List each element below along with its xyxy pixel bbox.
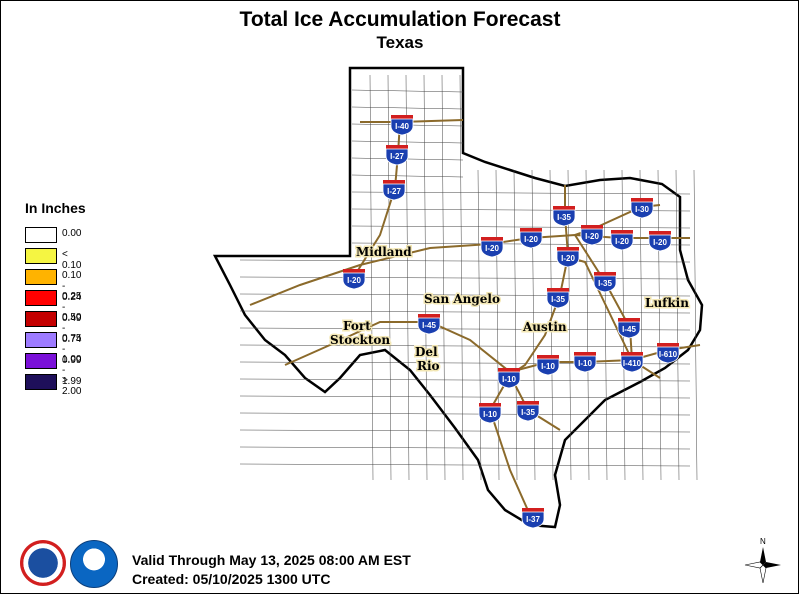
interstate-shield-icon: I-30 (630, 198, 654, 219)
legend-label: 0.10 - 0.24 (62, 270, 82, 303)
interstate-shield-icon: I-10 (478, 403, 502, 424)
interstate-shield-icon: I-45 (417, 314, 441, 335)
interstate-shield-icon: I-610 (656, 343, 680, 364)
interstate-label: I-35 (598, 279, 612, 288)
created-text: Created: 05/10/2025 1300 UTC (132, 571, 331, 587)
noaa-logo (70, 540, 118, 588)
interstate-shield-icon: I-45 (617, 318, 641, 339)
interstate-shield-icon: I-10 (497, 368, 521, 389)
interstate-shield-icon: I-20 (580, 225, 604, 246)
map-subtitle: Texas (376, 33, 424, 52)
interstate-label: I-45 (622, 325, 636, 334)
interstate-shield-icon: I-35 (546, 288, 570, 309)
nws-logo (20, 540, 66, 586)
interstate-label: I-35 (557, 213, 571, 222)
legend-label: 0.25 - 0.49 (62, 291, 82, 324)
interstate-shield-icon: I-20 (556, 247, 580, 268)
interstate-label: I-10 (502, 375, 516, 384)
interstate-label: I-10 (483, 410, 497, 419)
interstate-label: I-45 (422, 321, 436, 330)
interstate-label: I-10 (541, 362, 555, 371)
city-san-angelo: San Angelo (424, 292, 500, 306)
legend-label: 1.00 - 1.99 (62, 354, 82, 387)
interstate-label: I-20 (524, 235, 538, 244)
interstate-label: I-37 (526, 515, 540, 524)
north-label: N (760, 537, 766, 546)
legend-swatch (25, 290, 57, 306)
interstate-label: I-20 (653, 238, 667, 247)
legend-swatch (25, 311, 57, 327)
legend-label: > 2.00 (62, 375, 82, 397)
interstate-label: I-10 (578, 359, 592, 368)
interstate-label: I-20 (561, 254, 575, 263)
city-del-rio-line2: Rio (417, 359, 440, 373)
legend-label: 0.00 (62, 228, 82, 239)
interstate-shield-icon: I-35 (516, 401, 540, 422)
interstate-shield-icon: I-37 (521, 508, 545, 529)
interstate-shield-icon: I-27 (382, 180, 406, 201)
interstate-shield-icon: I-10 (536, 355, 560, 376)
interstate-label: I-20 (585, 232, 599, 241)
legend-label: 0.75 - 0.99 (62, 333, 82, 366)
interstate-shield-icon: I-20 (480, 237, 504, 258)
interstate-shield-icon: I-20 (610, 230, 634, 251)
interstate-label: I-35 (521, 408, 535, 417)
legend-swatch (25, 227, 57, 243)
interstate-label: I-610 (659, 350, 678, 359)
interstate-label: I-20 (485, 244, 499, 253)
legend-swatch (25, 269, 57, 285)
interstate-shields: I-40 I-27 I-27 I-35 I-30 I-20 I-20 I-20 I-20 I-20… (342, 115, 680, 529)
interstate-label: I-30 (635, 205, 649, 214)
interstate-shield-icon: I-35 (593, 272, 617, 293)
city-lufkin: Lufkin (645, 296, 689, 310)
interstate-label: I-35 (551, 295, 565, 304)
legend-swatch (25, 353, 57, 369)
interstate-shield-icon: I-27 (385, 145, 409, 166)
city-del-rio-line1: Del (415, 345, 438, 359)
interstate-shield-icon: I-40 (390, 115, 414, 136)
interstate-shield-icon: I-20 (648, 231, 672, 252)
city-fort-stockton-line1: Fort (343, 319, 371, 333)
legend-swatch (25, 248, 57, 264)
legend-label: 0.50 - 0.74 (62, 312, 82, 345)
legend-label: < 0.10 (62, 249, 82, 271)
city-austin: Austin (522, 320, 567, 334)
texas-outline (212, 66, 704, 529)
interstate-label: I-20 (615, 237, 629, 246)
legend-title: In Inches (25, 200, 86, 216)
interstate-shield-icon: I-10 (573, 352, 597, 373)
interstate-label: I-27 (390, 152, 404, 161)
map-title: Total Ice Accumulation Forecast (239, 8, 561, 31)
city-midland: Midland (356, 245, 412, 259)
interstate-shield-icon: I-20 (342, 269, 366, 290)
legend-swatch (25, 332, 57, 348)
interstate-label: I-27 (387, 187, 401, 196)
interstate-label: I-40 (395, 122, 409, 131)
north-arrow-icon: N (744, 537, 781, 584)
interstate-shield-icon: I-20 (519, 228, 543, 249)
interstate-shield-icon: I-35 (552, 206, 576, 227)
city-fort-stockton-line2: Stockton (330, 333, 390, 347)
valid-through-text: Valid Through May 13, 2025 08:00 AM EST (132, 552, 411, 568)
legend-swatch (25, 374, 57, 390)
interstate-label: I-20 (347, 276, 361, 285)
interstate-shield-icon: I-410 (620, 352, 644, 373)
interstate-label: I-410 (623, 359, 642, 368)
